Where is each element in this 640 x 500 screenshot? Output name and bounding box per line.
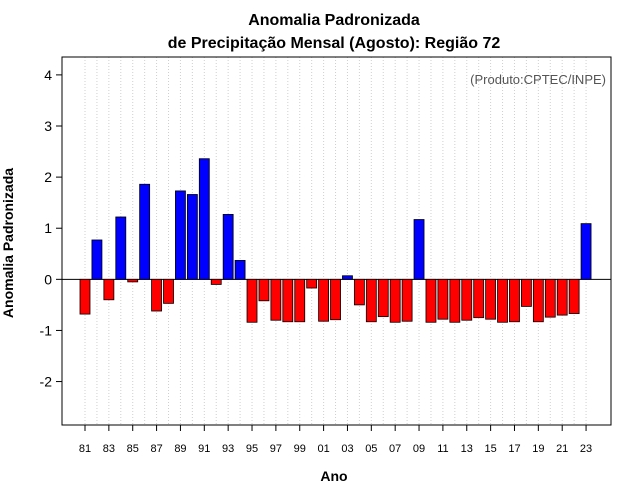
plot-frame <box>61 56 612 426</box>
y-axis: -2 -1 0 1 2 3 4 <box>40 67 62 390</box>
bar-04 <box>353 278 365 306</box>
bar-95 <box>246 278 258 323</box>
bar-05 <box>365 278 377 323</box>
bar-21 <box>556 278 568 316</box>
x-tick-label: 23 <box>580 443 592 455</box>
y-tick-label: -1 <box>40 322 53 338</box>
grid-lines <box>84 57 587 425</box>
bar-00 <box>306 278 318 289</box>
bar-13 <box>461 278 473 321</box>
y-tick-label: 2 <box>44 169 52 185</box>
bar-84 <box>115 216 127 280</box>
bar-97 <box>270 278 282 321</box>
x-tick-label: 19 <box>532 443 544 455</box>
bar-93 <box>222 214 234 280</box>
y-tick-label: -2 <box>40 374 53 390</box>
x-tick-label: 05 <box>365 443 377 455</box>
x-tick-label: 95 <box>246 443 258 455</box>
x-tick-label: 07 <box>389 443 401 455</box>
bar-85 <box>127 278 139 283</box>
bar-06 <box>377 278 389 318</box>
bar-09 <box>413 219 425 280</box>
x-tick-label: 15 <box>484 443 496 455</box>
x-tick-label: 03 <box>341 443 353 455</box>
bar-88 <box>163 278 174 304</box>
bar-10 <box>425 278 437 323</box>
bar-86 <box>139 183 151 280</box>
x-tick-label: 81 <box>79 443 91 455</box>
bar-99 <box>294 278 306 323</box>
x-tick-label: 21 <box>556 443 568 455</box>
chart-title-line2: de Precipitação Mensal (Agosto): Região … <box>168 35 501 52</box>
bar-91 <box>198 158 210 280</box>
bar-87 <box>151 278 162 312</box>
bar-18 <box>521 278 532 307</box>
bar-07 <box>389 278 401 323</box>
bar-94 <box>234 260 246 280</box>
y-axis-label: Anomalia Padronizada <box>0 168 16 318</box>
x-tick-label: 91 <box>198 443 210 455</box>
bar-23 <box>580 223 592 280</box>
bar-92 <box>210 278 222 285</box>
x-tick-label: 83 <box>103 443 115 455</box>
x-axis-label: Ano <box>320 468 347 484</box>
bar-83 <box>103 278 115 301</box>
bar-16 <box>497 278 508 323</box>
x-axis: 81 83 85 87 89 91 93 95 97 99 01 03 05 07 09 11 13 15 17 19… <box>79 425 592 455</box>
x-tick-label: 11 <box>437 443 448 455</box>
chart-title-line1: Anomalia Padronizada <box>248 12 420 29</box>
y-tick-label: 4 <box>44 67 52 83</box>
bar-12 <box>449 278 461 323</box>
x-tick-label: 99 <box>294 443 306 455</box>
bar-96 <box>258 278 270 302</box>
y-tick-label: 3 <box>44 118 52 134</box>
bar-14 <box>473 278 485 319</box>
bar-11 <box>437 278 449 320</box>
x-tick-label: 13 <box>461 443 473 455</box>
bar-22 <box>568 278 580 314</box>
bar-82 <box>91 239 103 280</box>
bar-08 <box>401 278 413 322</box>
bar-90 <box>186 194 198 280</box>
bars-group <box>79 158 592 323</box>
bar-03 <box>342 275 353 280</box>
y-tick-label: 1 <box>44 220 52 236</box>
x-tick-label: 87 <box>150 443 162 455</box>
bar-20 <box>544 278 556 318</box>
x-tick-label: 97 <box>270 443 282 455</box>
x-tick-label: 89 <box>174 443 186 455</box>
bar-01 <box>318 278 330 322</box>
x-tick-label: 93 <box>222 443 234 455</box>
x-tick-label: 09 <box>413 443 425 455</box>
bar-02 <box>330 278 341 321</box>
bar-98 <box>282 278 294 323</box>
bar-19 <box>532 278 544 323</box>
bar-81 <box>79 278 91 315</box>
x-tick-label: 17 <box>508 443 520 455</box>
product-annotation: (Produto:CPTEC/INPE) <box>470 72 606 87</box>
x-tick-label: 85 <box>127 443 139 455</box>
bar-89 <box>175 190 186 280</box>
bar-15 <box>485 278 497 320</box>
y-tick-label: 0 <box>44 271 52 287</box>
x-tick-label: 01 <box>317 443 329 455</box>
bar-17 <box>509 278 520 323</box>
